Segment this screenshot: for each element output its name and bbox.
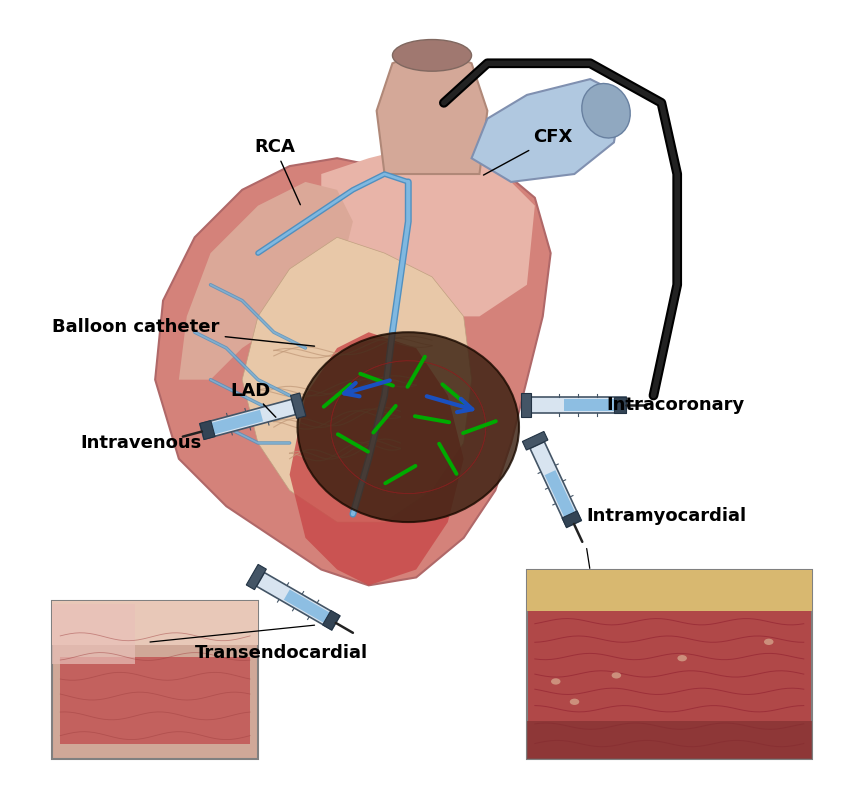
Polygon shape (544, 470, 577, 523)
Ellipse shape (569, 698, 579, 705)
Bar (53, 601, 258, 645)
Polygon shape (321, 142, 535, 316)
Text: Balloon catheter: Balloon catheter (53, 318, 314, 346)
Ellipse shape (764, 638, 773, 645)
Text: CFX: CFX (484, 128, 573, 175)
Bar (60, 657, 250, 744)
Bar (527, 721, 811, 759)
Text: Intravenous: Intravenous (80, 434, 201, 452)
Polygon shape (614, 397, 626, 414)
Polygon shape (156, 142, 550, 585)
Ellipse shape (297, 332, 519, 522)
Polygon shape (246, 565, 266, 589)
FancyBboxPatch shape (53, 604, 135, 664)
Polygon shape (242, 237, 472, 522)
Polygon shape (564, 399, 621, 411)
Polygon shape (179, 182, 353, 380)
Polygon shape (284, 589, 335, 626)
Polygon shape (530, 397, 626, 413)
Polygon shape (257, 573, 340, 630)
Ellipse shape (612, 672, 621, 679)
Text: Intracoronary: Intracoronary (606, 396, 744, 414)
Polygon shape (200, 399, 295, 439)
Bar (527, 570, 811, 611)
Polygon shape (289, 332, 464, 585)
Polygon shape (530, 441, 581, 528)
Ellipse shape (392, 40, 472, 71)
Polygon shape (472, 79, 622, 182)
Polygon shape (521, 393, 530, 417)
Ellipse shape (677, 655, 687, 661)
FancyBboxPatch shape (527, 570, 811, 759)
Ellipse shape (551, 679, 561, 685)
Polygon shape (290, 393, 306, 418)
Polygon shape (523, 431, 548, 450)
FancyBboxPatch shape (53, 601, 258, 759)
Text: Intramyocardial: Intramyocardial (587, 507, 746, 524)
Text: RCA: RCA (254, 138, 301, 205)
Ellipse shape (581, 84, 630, 138)
Polygon shape (322, 611, 340, 630)
Polygon shape (200, 421, 215, 440)
Text: LAD: LAD (231, 381, 276, 417)
Polygon shape (377, 47, 487, 174)
Text: Transendocardial: Transendocardial (195, 644, 368, 661)
Polygon shape (205, 410, 263, 436)
Polygon shape (562, 511, 581, 528)
